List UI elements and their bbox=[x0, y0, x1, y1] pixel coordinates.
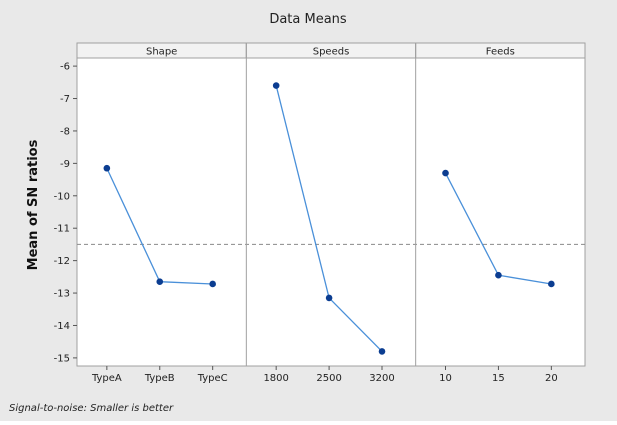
x-tick-label: 2500 bbox=[316, 373, 341, 384]
plot-frame bbox=[76, 42, 586, 367]
y-tick-label: -10 bbox=[54, 191, 70, 202]
panel-feeds: Feeds 10 15 20 bbox=[415, 42, 586, 384]
y-tick-label: -13 bbox=[54, 289, 70, 300]
y-axis: -6 -7 -8 -9 -10 -11 -12 -13 -14 -15 bbox=[54, 62, 77, 364]
x-tick-label: 15 bbox=[492, 373, 505, 384]
panel-strip-label: Speeds bbox=[313, 47, 350, 58]
footnote: Signal-to-noise: Smaller is better bbox=[9, 403, 174, 414]
x-tick-label: TypeB bbox=[144, 373, 175, 384]
y-tick-label: -9 bbox=[60, 159, 70, 170]
data-point bbox=[209, 280, 216, 288]
data-point bbox=[548, 280, 555, 288]
panel-strip-label: Shape bbox=[146, 47, 177, 58]
data-point bbox=[378, 348, 386, 355]
y-tick-label: -7 bbox=[60, 94, 70, 105]
data-point bbox=[442, 169, 449, 177]
x-tick-label: 1800 bbox=[263, 373, 288, 384]
y-tick-label: -15 bbox=[54, 353, 70, 364]
y-tick-label: -11 bbox=[54, 224, 70, 235]
data-point bbox=[325, 294, 333, 302]
y-axis-label: Mean of SN ratios bbox=[26, 139, 41, 270]
panel-strip-label: Feeds bbox=[486, 47, 515, 58]
chart-title: Data Means bbox=[269, 12, 347, 27]
x-tick-label: TypeA bbox=[91, 373, 122, 384]
panel-speeds: Speeds 1800 2500 3200 bbox=[245, 42, 417, 384]
y-tick-label: -8 bbox=[60, 126, 70, 137]
data-point bbox=[495, 271, 502, 279]
y-tick-label: -6 bbox=[60, 62, 70, 73]
x-tick-label: 3200 bbox=[369, 373, 394, 384]
x-tick-label: TypeC bbox=[197, 373, 228, 384]
data-point bbox=[156, 278, 164, 286]
data-point bbox=[103, 164, 111, 172]
y-tick-label: -12 bbox=[54, 256, 70, 267]
x-tick-label: 20 bbox=[545, 373, 558, 384]
x-tick-label: 10 bbox=[439, 373, 452, 384]
y-tick-label: -14 bbox=[54, 321, 70, 332]
panel-shape: Shape TypeA TypeB TypeC bbox=[76, 42, 247, 384]
data-point bbox=[272, 82, 280, 89]
panels-layer: Shape TypeA TypeB TypeC Speeds 1800 2500 3200 Fe… bbox=[76, 42, 586, 384]
